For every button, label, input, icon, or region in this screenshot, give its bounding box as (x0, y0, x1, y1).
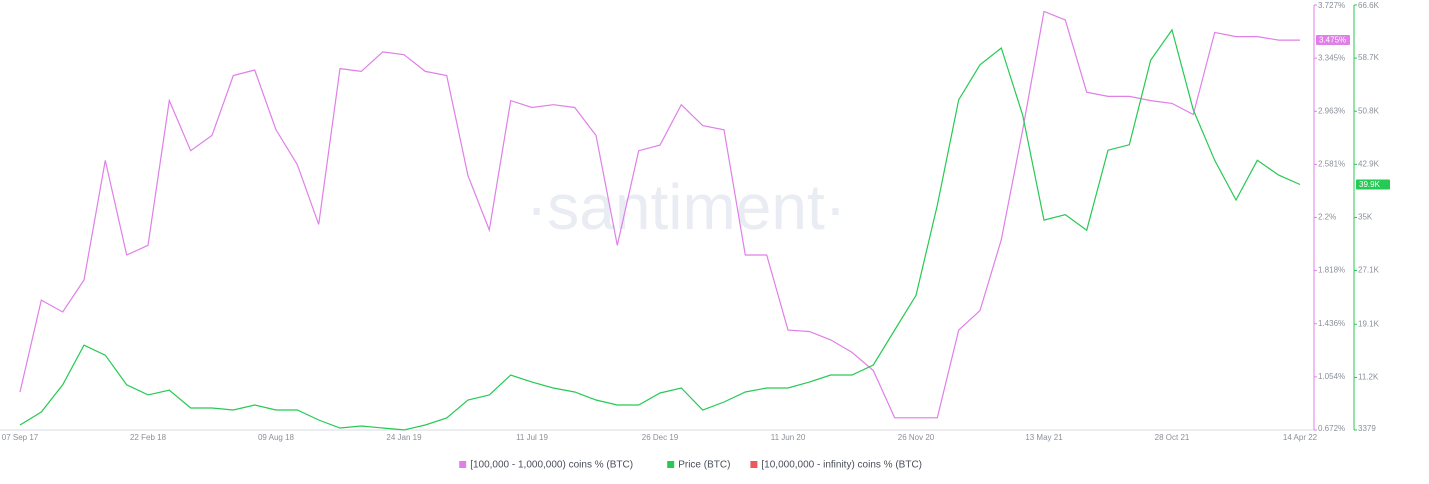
legend-marker (667, 461, 675, 468)
series-line (19, 28, 1301, 431)
x-tick-label: 14 Apr 22 (1283, 433, 1318, 442)
x-tick-label: 22 Feb 18 (130, 433, 167, 442)
series-line (19, 10, 1300, 419)
legend-label: [10,000,000 - infinity) coins % (BTC) (761, 460, 922, 471)
y2-tick-label: 11.2K (1358, 373, 1379, 382)
legend-label: [100,000 - 1,000,000) coins % (BTC) (470, 460, 633, 471)
y2-tick-label: 19.1K (1358, 319, 1380, 328)
y-tick-label: 1.818% (1318, 266, 1345, 275)
x-tick-label: 26 Nov 20 (898, 433, 935, 442)
legend-marker (459, 461, 467, 468)
value-label: 39.9K (1359, 180, 1381, 189)
y2-tick-label: 3379 (1358, 424, 1376, 433)
value-badge (1316, 35, 1350, 46)
y-tick-label: 1.436% (1318, 319, 1345, 328)
legend-marker (750, 461, 758, 468)
y-tick-label: 3.345% (1318, 53, 1345, 62)
value-badge (1356, 179, 1390, 190)
x-tick-label: 13 May 21 (1025, 433, 1063, 442)
y-tick-label: 1.054% (1318, 372, 1345, 381)
y-tick-label: 2.581% (1318, 160, 1345, 169)
y2-tick-label: 27.1K (1358, 266, 1380, 275)
x-tick-label: 11 Jul 19 (516, 433, 548, 442)
y-tick-label: 0.672% (1318, 424, 1345, 433)
legend-label: Price (BTC) (678, 460, 730, 471)
x-tick-label: 24 Jan 19 (386, 433, 422, 442)
y2-tick-label: 50.8K (1358, 106, 1380, 115)
y2-tick-label: 35K (1358, 213, 1373, 222)
x-tick-label: 26 Dec 19 (642, 433, 679, 442)
x-tick-label: 11 Jun 20 (771, 433, 806, 442)
y-tick-label: 2.963% (1318, 106, 1345, 115)
y2-tick-label: 42.9K (1358, 159, 1380, 168)
value-label: 3.475% (1319, 36, 1346, 45)
y-tick-label: 2.2% (1318, 213, 1336, 222)
x-tick-label: 07 Sep 17 (2, 433, 39, 442)
x-tick-label: 09 Aug 18 (258, 433, 295, 442)
y-tick-label: 3.727% (1318, 1, 1345, 10)
y2-tick-label: 58.7K (1358, 53, 1380, 62)
y2-tick-label: 66.6K (1358, 1, 1380, 10)
x-tick-label: 28 Oct 21 (1155, 433, 1190, 442)
watermark: ·santiment· (526, 171, 846, 243)
